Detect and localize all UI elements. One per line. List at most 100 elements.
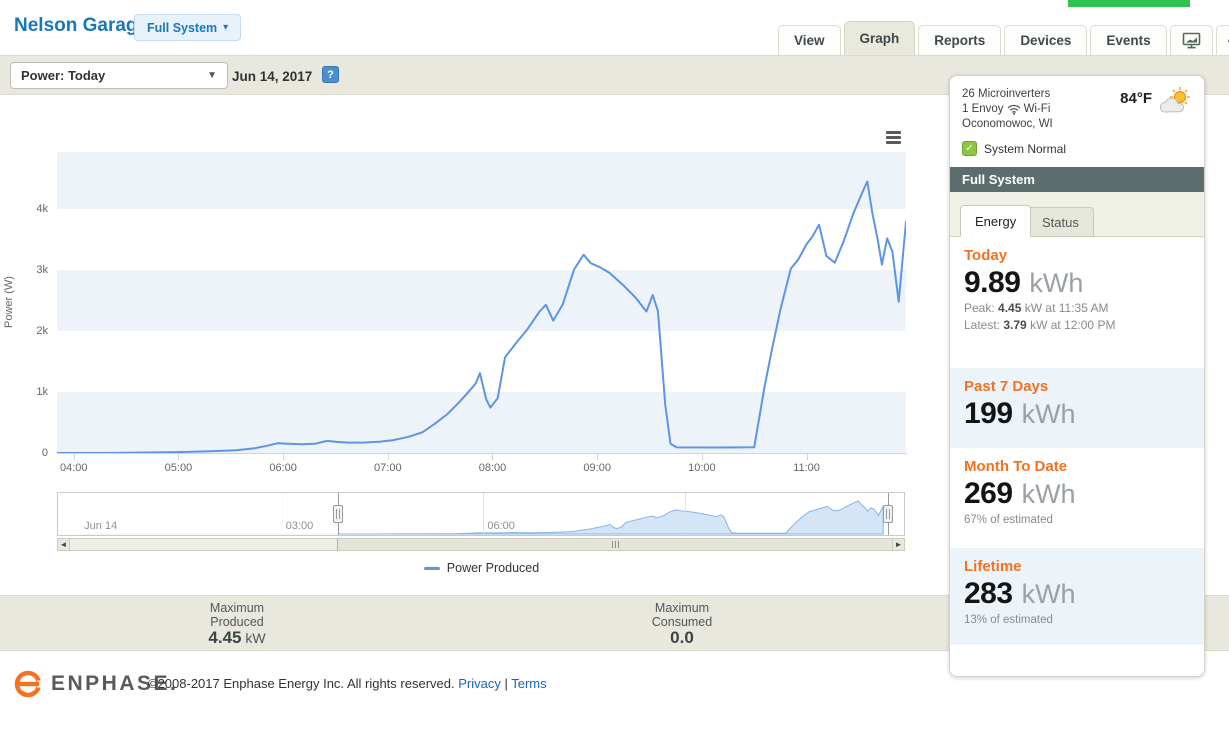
microinverter-count: 26 Microinverters [962, 88, 1051, 100]
peak-line: Peak: 4.45 kW at 11:35 AM [964, 301, 1109, 315]
chevron-down-icon: ▾ [223, 22, 229, 33]
plot-band [57, 269, 906, 331]
x-tick-label: 04:00 [59, 462, 88, 474]
legend-label: Power Produced [446, 561, 540, 575]
copyright-line: ©2008-2017 Enphase Energy Inc. All right… [148, 676, 547, 691]
chart-scrollbar[interactable]: ◄ ► [57, 538, 905, 551]
max-consumed-value: 0.0 [670, 628, 694, 647]
tab-energy[interactable]: Energy [960, 205, 1032, 237]
tab-reports[interactable]: Reports [918, 25, 1002, 55]
navigator-axis-label: 06:00 [487, 520, 515, 532]
help-icon[interactable]: ? [322, 66, 339, 83]
today-value: 9.89 [964, 266, 1021, 299]
x-tick-mark [597, 454, 599, 460]
chart-legend[interactable]: Power Produced [57, 561, 906, 575]
system-location: Oconomowoc, WI [962, 118, 1053, 130]
chart-menu-icon[interactable] [886, 131, 906, 147]
privacy-link[interactable]: Privacy [458, 676, 501, 691]
select-caret-icon: ▼ [207, 70, 217, 81]
lifetime-value: 283 [964, 577, 1013, 610]
weather-widget: 84°F [1120, 86, 1194, 116]
plot-band [57, 391, 906, 453]
x-tick-label: 11:00 [793, 462, 820, 474]
x-tick-mark [806, 454, 808, 460]
navigator-gridline [483, 493, 485, 535]
y-tick-label: 3k [36, 263, 48, 276]
enphase-logo-text: ENPHASE. [51, 672, 179, 695]
x-axis-line [57, 453, 907, 454]
x-tick-label: 05:00 [164, 462, 193, 474]
system-summary-card: 26 Microinverters 1 Envoy Wi-Fi Oconomow… [949, 75, 1205, 677]
top-banner-fragment [1068, 0, 1190, 7]
y-tick-label: 2k [36, 324, 48, 337]
y-axis-title: Power (W) [3, 276, 15, 328]
mtd-value: 269 [964, 477, 1013, 510]
section-today: Today 9.89 kWh Peak: 4.45 kW at 11:35 AM… [950, 237, 1204, 368]
x-tick-mark [283, 454, 285, 460]
power-chart-plot-area[interactable] [57, 152, 906, 453]
partly-sunny-icon [1159, 87, 1190, 113]
system-status-row: ✓ System Normal [962, 141, 1192, 156]
section-month-to-date: Month To Date 269 kWh 67% of estimated [950, 448, 1204, 542]
x-tick-mark [73, 454, 75, 460]
enphase-logo: ENPHASE. [13, 669, 178, 699]
status-badge: System Normal [984, 141, 1067, 156]
navigator-left-handle[interactable] [333, 505, 344, 523]
scrollbar-left-arrow[interactable]: ◄ [58, 539, 70, 550]
tab-settings[interactable] [1215, 25, 1229, 55]
x-tick-label: 09:00 [583, 462, 611, 474]
navigator-gridline [684, 493, 686, 535]
temperature: 84°F [1120, 90, 1152, 107]
graph-type-select[interactable]: Power: Today ▼ [10, 62, 228, 89]
latest-line: Latest: 3.79 kW at 12:00 PM [964, 318, 1116, 332]
y-tick-label: 0 [41, 447, 48, 459]
stat-max-produced: Maximum Produced 4.45 kW [208, 601, 266, 647]
main-tabbar: View Graph Reports Devices Events [778, 21, 1229, 55]
system-info-section: 26 Microinverters 1 Envoy Wi-Fi Oconomow… [950, 76, 1204, 167]
navigator-area-chart [80, 500, 884, 535]
x-tick-label: 10:00 [688, 462, 716, 474]
tab-view[interactable]: View [778, 25, 841, 55]
chart-navigator[interactable]: Jun 14 03:00 06:00 [57, 492, 905, 536]
tab-status[interactable]: Status [1027, 207, 1094, 237]
y-tick-label: 1k [36, 385, 48, 398]
card-tabbar: Energy Status [950, 192, 1204, 237]
plot-band [57, 152, 906, 209]
section-past-7-days: Past 7 Days 199 kWh [950, 368, 1204, 448]
graph-date: Jun 14, 2017 [232, 69, 313, 84]
navigator-right-handle[interactable] [882, 505, 893, 523]
y-tick-label: 4k [36, 202, 48, 215]
x-tick-mark [492, 454, 494, 460]
x-tick-mark [387, 454, 389, 460]
enphase-logo-icon [14, 670, 43, 698]
tab-kiosk[interactable] [1169, 25, 1213, 55]
navigator-mask-right [887, 493, 904, 535]
stat-max-consumed: Maximum Consumed 0.0 [651, 601, 713, 647]
graph-type-value: Power: Today [21, 68, 106, 83]
x-tick-mark [178, 454, 180, 460]
tab-events[interactable]: Events [1090, 25, 1167, 55]
power-produced-line[interactable] [57, 180, 906, 454]
x-tick-label: 07:00 [374, 462, 402, 474]
x-tick-label: 08:00 [478, 462, 507, 474]
x-tick-label: 06:00 [269, 462, 297, 474]
page-title: Nelson Garage [14, 15, 149, 36]
card-panel-title: Full System [950, 167, 1204, 192]
scrollbar-right-arrow[interactable]: ► [892, 539, 904, 550]
navigator-axis-label: Jun 14 [84, 520, 118, 532]
system-selector-dropdown[interactable]: Full System ▾ [134, 14, 242, 41]
navigator-axis-label: 03:00 [285, 520, 314, 532]
tab-devices[interactable]: Devices [1004, 25, 1088, 55]
envoy-line: 1 Envoy Wi-Fi [962, 103, 1051, 115]
power-line-chart [57, 152, 906, 453]
scrollbar-thumb[interactable] [337, 539, 893, 550]
past7-value: 199 [964, 397, 1013, 430]
status-check-icon: ✓ [962, 141, 977, 156]
tab-graph[interactable]: Graph [843, 21, 916, 55]
max-produced-value: 4.45 [208, 628, 242, 647]
system-selector-label: Full System [147, 20, 218, 35]
legend-line-swatch [423, 566, 440, 570]
x-tick-mark [701, 454, 703, 460]
terms-link[interactable]: Terms [511, 676, 547, 691]
